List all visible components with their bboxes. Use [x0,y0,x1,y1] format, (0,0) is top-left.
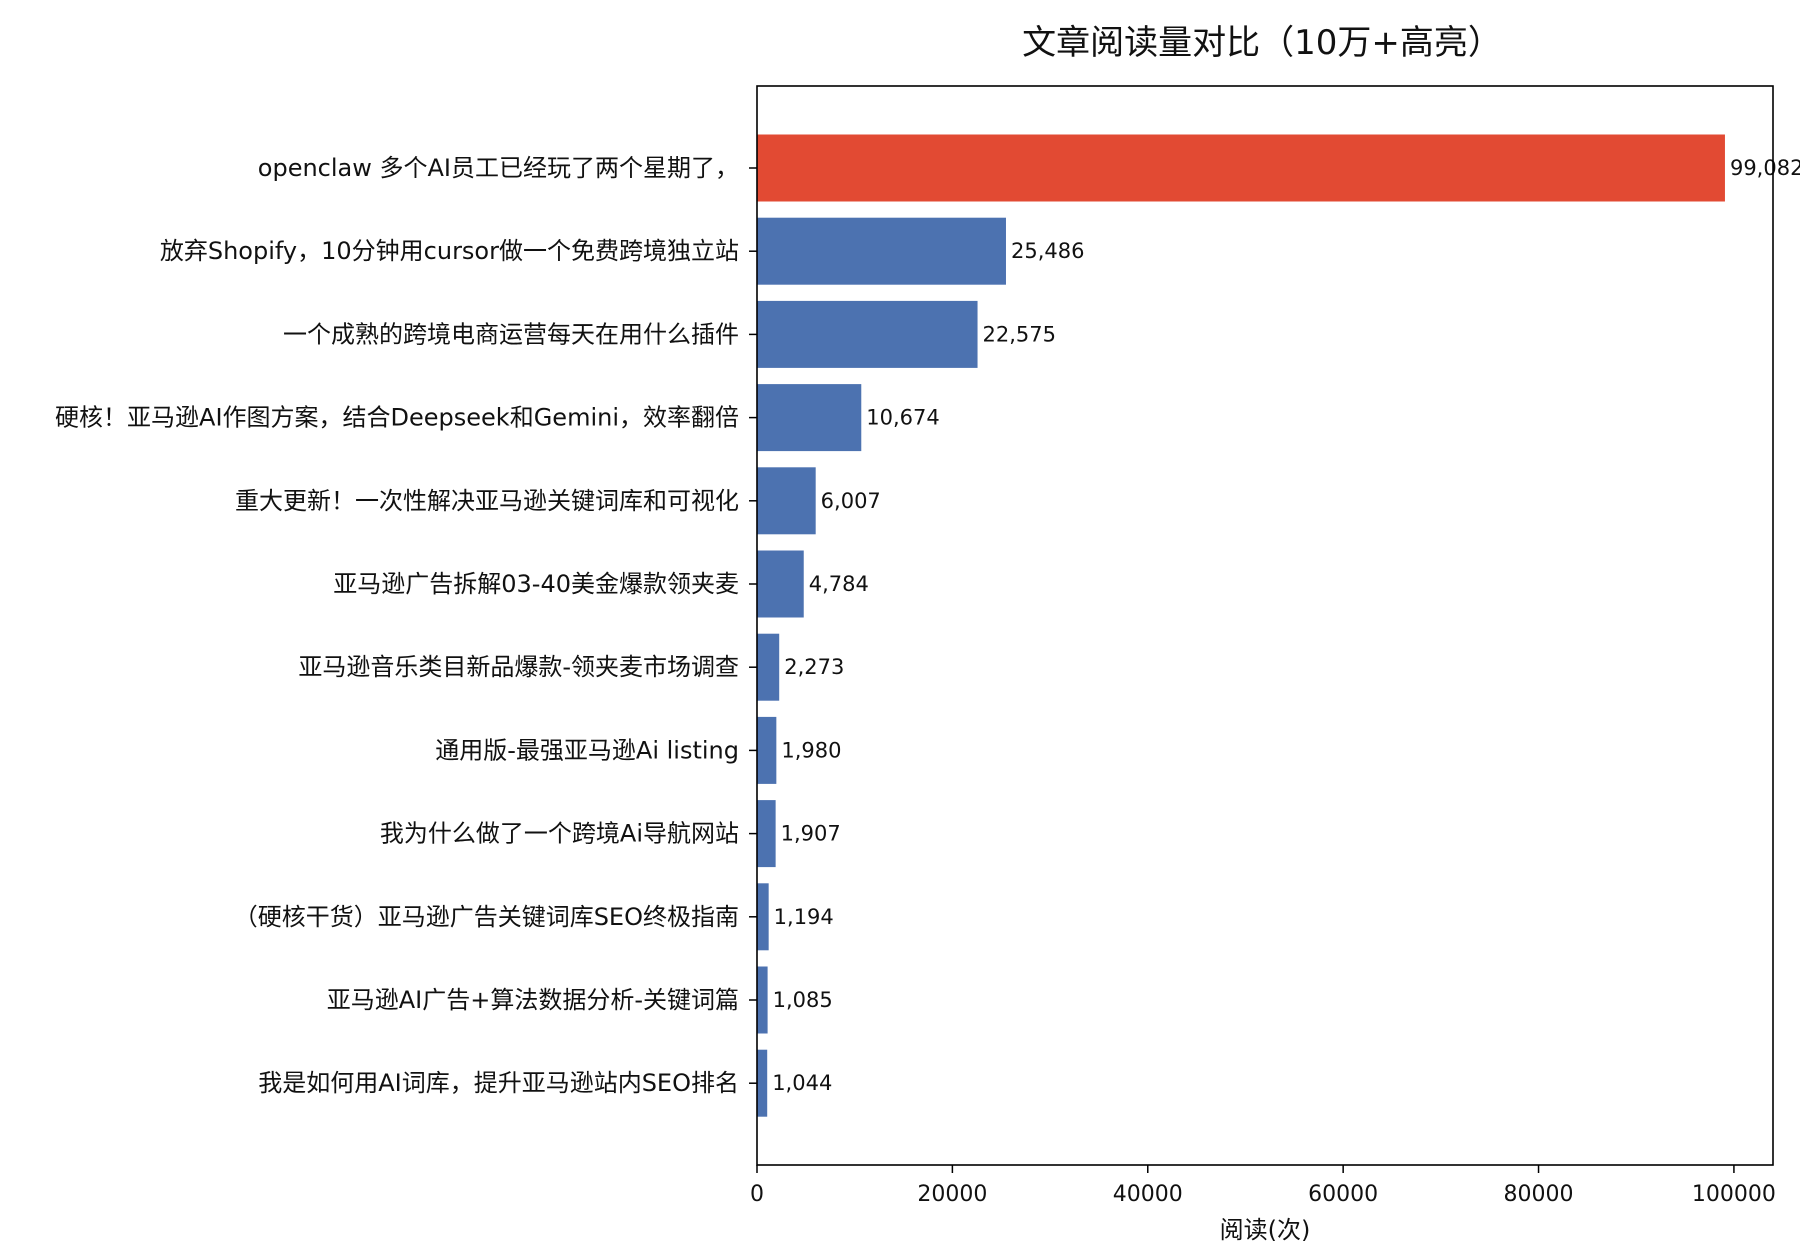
category-label-7: 通用版-最强亚马逊Ai listing [435,736,739,764]
bars-layer [757,134,1725,1117]
category-label-5: 亚马逊广告拆解03-40美金爆款领夹麦 [333,570,739,598]
value-labels-layer: 99,082 25,486 22,575 10,674 6,007 4,784 2,273 1… [772,156,1800,1095]
category-label-11: 我是如何用AI词库，提升亚马逊站内SEO排名 [258,1069,739,1097]
bar-4 [757,467,816,535]
value-label-6: 2,273 [784,655,844,679]
x-axis-label: 阅读(次) [1220,1216,1311,1244]
bar-10 [757,966,768,1034]
bar-8 [757,800,776,868]
x-tick-label-5: 100000 [1692,1182,1776,1207]
value-label-1: 25,486 [1011,239,1084,263]
x-axis-ticks-layer: 0 20000 40000 60000 80000 100000 [750,1165,1776,1207]
x-tick-label-4: 80000 [1504,1182,1574,1207]
value-label-9: 1,194 [774,905,834,929]
category-label-0: openclaw 多个AI员工已经玩了两个星期了， [258,154,739,182]
bar-5 [757,550,804,618]
value-label-5: 4,784 [809,572,869,596]
bar-7 [757,716,777,784]
category-labels-layer: openclaw 多个AI员工已经玩了两个星期了， 放弃Shopify，10分钟用… [55,154,757,1097]
category-label-10: 亚马逊AI广告+算法数据分析-关键词篇 [327,986,739,1014]
category-label-9: （硬核干货）亚马逊广告关键词库SEO终极指南 [234,903,739,931]
bar-1 [757,217,1006,285]
value-label-2: 22,575 [983,322,1056,346]
plot-frame [756,85,1774,1166]
chart-title: 文章阅读量对比（10万+高亮） [1022,23,1502,63]
category-label-4: 重大更新！一次性解决亚马逊关键词库和可视化 [235,487,739,515]
x-tick-label-3: 60000 [1308,1182,1378,1207]
value-label-11: 1,044 [772,1071,832,1095]
category-label-8: 我为什么做了一个跨境Ai导航网站 [380,820,739,848]
bar-6 [757,633,780,701]
bar-9 [757,883,769,951]
bar-3 [757,384,862,452]
value-label-0: 99,082 [1730,156,1800,180]
category-label-3: 硬核！亚马逊AI作图方案，结合Deepseek和Gemini，效率翻倍 [55,404,739,432]
bar-0 [757,134,1725,202]
x-tick-label-1: 20000 [917,1182,987,1207]
value-label-7: 1,980 [781,738,841,762]
category-label-2: 一个成熟的跨境电商运营每天在用什么插件 [283,320,739,348]
bar-11 [757,1049,768,1117]
category-label-1: 放弃Shopify，10分钟用cursor做一个免费跨境独立站 [160,237,739,265]
value-label-10: 1,085 [773,988,833,1012]
category-label-6: 亚马逊音乐类目新品爆款-领夹麦市场调查 [298,653,739,681]
value-label-8: 1,907 [781,822,841,846]
x-tick-label-2: 40000 [1113,1182,1183,1207]
value-label-4: 6,007 [821,489,881,513]
bar-2 [757,300,978,368]
value-label-3: 10,674 [866,406,939,430]
x-tick-label-0: 0 [750,1182,764,1207]
